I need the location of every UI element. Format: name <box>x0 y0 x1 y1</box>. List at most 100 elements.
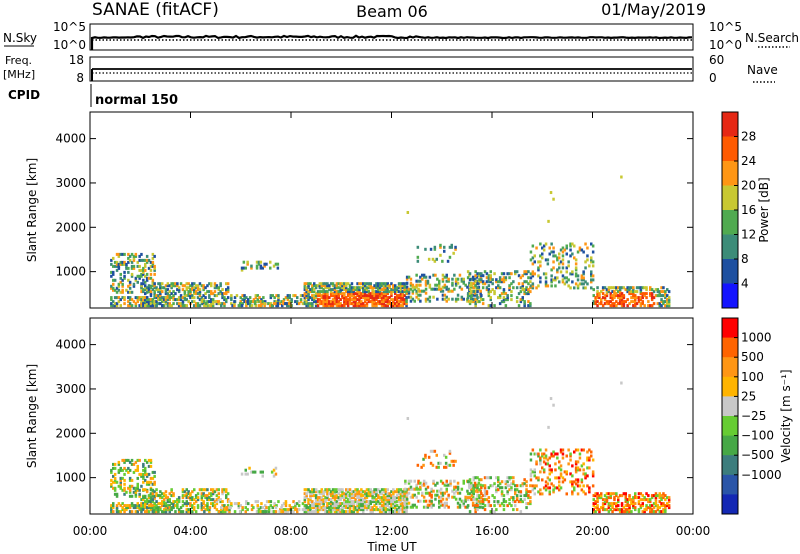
data-cell <box>316 290 320 294</box>
data-cell <box>647 494 650 498</box>
data-cell <box>443 283 447 287</box>
data-cell <box>326 510 329 514</box>
data-cell <box>498 504 502 508</box>
data-cell <box>466 299 469 303</box>
data-cell <box>607 288 611 292</box>
data-cell <box>352 298 356 302</box>
data-cell <box>462 499 465 503</box>
data-cell <box>386 286 389 290</box>
data-cell <box>521 274 524 278</box>
data-cell <box>358 504 361 508</box>
data-cell <box>462 501 465 505</box>
data-cell <box>367 284 371 288</box>
data-cell <box>155 286 158 290</box>
data-cell <box>296 502 299 506</box>
data-cell <box>552 250 555 254</box>
data-cell <box>454 279 458 283</box>
data-cell <box>479 483 482 487</box>
data-cell <box>456 487 460 491</box>
data-cell <box>546 458 550 462</box>
data-cell <box>630 498 633 502</box>
data-cell <box>159 496 162 500</box>
data-cell <box>337 488 340 492</box>
data-cell <box>529 284 533 288</box>
data-cell <box>497 480 500 484</box>
data-cell <box>554 276 557 280</box>
data-cell <box>119 276 122 280</box>
data-cell <box>119 480 122 484</box>
data-cell <box>274 262 278 266</box>
data-cell <box>244 506 247 510</box>
data-cell <box>620 175 623 179</box>
data-cell <box>322 298 325 302</box>
data-cell <box>384 488 388 492</box>
data-cell <box>198 298 202 302</box>
data-cell <box>554 278 557 282</box>
data-cell <box>591 484 595 488</box>
data-cell <box>144 504 147 508</box>
data-cell <box>256 504 259 508</box>
data-cell <box>369 282 372 286</box>
data-cell <box>113 304 117 308</box>
data-cell <box>441 259 444 263</box>
data-cell <box>136 458 139 462</box>
data-cell <box>345 490 348 494</box>
data-cell <box>346 490 350 494</box>
data-cell <box>191 296 194 300</box>
data-cell <box>586 282 589 286</box>
data-cell <box>119 484 122 488</box>
data-cell <box>328 502 331 506</box>
data-cell <box>384 298 388 302</box>
data-cell <box>386 488 389 492</box>
data-cell <box>244 266 247 270</box>
data-cell <box>434 283 437 287</box>
data-cell <box>352 286 356 290</box>
data-cell <box>611 510 614 514</box>
data-cell <box>574 282 578 286</box>
data-cell <box>193 292 196 296</box>
data-cell <box>586 258 589 262</box>
data-cell <box>362 304 365 308</box>
data-cell <box>316 298 320 302</box>
data-cell <box>343 300 346 304</box>
data-cell <box>166 304 170 308</box>
data-cell <box>556 268 559 272</box>
data-cell <box>399 496 403 500</box>
data-cell <box>296 296 299 300</box>
data-cell <box>331 502 335 506</box>
data-cell <box>485 286 489 290</box>
data-cell <box>569 480 572 484</box>
data-cell <box>548 492 551 496</box>
data-cell <box>478 478 481 482</box>
data-cell <box>314 300 318 304</box>
data-cell <box>515 296 519 300</box>
data-cell <box>650 508 654 512</box>
data-cell <box>639 492 643 496</box>
data-cell <box>144 268 147 272</box>
data-cell <box>159 502 162 506</box>
data-cell <box>514 272 517 276</box>
data-cell <box>571 484 574 488</box>
data-cell <box>384 506 388 510</box>
data-cell <box>468 300 472 304</box>
data-cell <box>333 508 337 512</box>
data-cell <box>176 504 179 508</box>
data-cell <box>611 492 614 496</box>
data-cell <box>466 276 470 280</box>
data-cell <box>439 245 442 249</box>
data-cell <box>662 294 665 298</box>
data-cell <box>539 470 542 474</box>
data-cell <box>386 300 389 304</box>
data-cell <box>125 490 128 494</box>
data-cell <box>185 298 188 302</box>
data-cell <box>481 286 485 290</box>
data-cell <box>162 508 166 512</box>
data-cell <box>662 510 665 514</box>
data-cell <box>360 490 363 494</box>
data-cell <box>305 510 308 514</box>
data-cell <box>375 292 378 296</box>
data-cell <box>288 296 291 300</box>
data-cell <box>193 286 196 290</box>
data-cell <box>343 296 346 300</box>
data-cell <box>491 494 494 498</box>
